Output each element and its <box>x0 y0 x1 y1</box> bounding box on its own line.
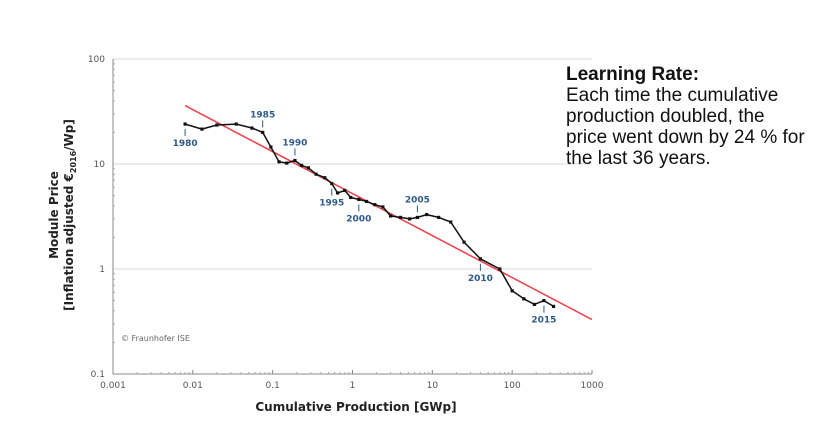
x-tick-label: 1000 <box>581 381 604 391</box>
y-axis-title-subscript: 2016 <box>69 150 78 173</box>
data-point <box>437 215 441 220</box>
data-point <box>462 240 466 244</box>
x-tick-label: 1 <box>350 381 356 391</box>
data-point <box>357 197 361 202</box>
data-point <box>299 163 304 167</box>
y-tick-label: 1 <box>99 265 105 275</box>
y-axis-title-prefix: [Inflation adjusted € <box>62 173 76 311</box>
y-tick-label: 100 <box>88 55 105 65</box>
data-point <box>381 205 385 209</box>
data-point <box>415 215 419 220</box>
data-point <box>234 122 238 126</box>
data-point <box>449 220 453 224</box>
data-point <box>510 289 514 293</box>
data-point <box>293 158 297 163</box>
x-tick-label: 10 <box>427 381 439 391</box>
y-axis-title-suffix: /Wp] <box>62 119 76 151</box>
x-tick-label: 100 <box>504 381 521 391</box>
data-point <box>478 257 482 261</box>
x-tick-label: 0.1 <box>266 381 280 391</box>
data-point <box>269 145 273 149</box>
x-tick-labels: 0.001 0.01 0.1 1 10 100 1000 <box>100 381 604 391</box>
year-label: 2015 <box>531 316 556 326</box>
data-point <box>349 195 353 200</box>
data-point <box>364 199 369 204</box>
data-point <box>277 160 281 164</box>
data-point <box>343 188 347 193</box>
data-point <box>398 215 403 220</box>
year-label: 2000 <box>346 214 371 224</box>
y-tick-label: 10 <box>94 160 106 170</box>
data-point <box>183 122 187 126</box>
data-point <box>314 172 318 176</box>
year-label: 2005 <box>405 195 430 205</box>
year-label: 1990 <box>282 138 307 148</box>
data-point <box>388 214 393 218</box>
copyright-note: © Fraunhofer ISE <box>121 334 190 343</box>
x-axis-title: Cumulative Production [GWp] <box>255 400 456 414</box>
callout-heading: Learning Rate: <box>566 64 700 85</box>
data-point <box>425 212 429 217</box>
callout-body: Each time the cumulative production doub… <box>566 85 805 169</box>
data-point <box>335 191 340 195</box>
x-tick-label: 0.01 <box>183 381 203 391</box>
data-point <box>551 304 556 309</box>
y-axis-title-line1: Module Price <box>47 171 61 259</box>
y-tick-labels: 0.1 1 10 100 <box>88 55 105 380</box>
price-series <box>183 122 556 309</box>
data-point <box>373 203 377 207</box>
data-point <box>498 267 502 271</box>
data-point <box>215 123 219 127</box>
year-label: 1980 <box>173 139 198 149</box>
data-point <box>250 126 254 130</box>
data-point <box>532 302 537 307</box>
data-point <box>200 127 204 131</box>
x-tick-label: 0.001 <box>100 381 126 391</box>
y-axis-title-line2: [Inflation adjusted €2016/Wp] <box>62 119 78 311</box>
data-point <box>408 217 412 221</box>
year-label: 1995 <box>319 199 344 209</box>
data-point <box>522 297 526 301</box>
data-point <box>330 182 334 186</box>
data-point <box>542 299 546 303</box>
learning-rate-callout: Learning Rate: Each time the cumulative … <box>566 64 806 169</box>
year-label: 1985 <box>250 110 275 120</box>
data-point <box>285 161 289 165</box>
y-tick-label: 0.1 <box>91 370 105 380</box>
data-point <box>306 166 310 170</box>
data-point <box>261 130 265 134</box>
grid-lines <box>113 58 592 270</box>
data-point <box>323 176 327 180</box>
year-label: 2010 <box>468 274 493 284</box>
axes <box>112 59 593 375</box>
